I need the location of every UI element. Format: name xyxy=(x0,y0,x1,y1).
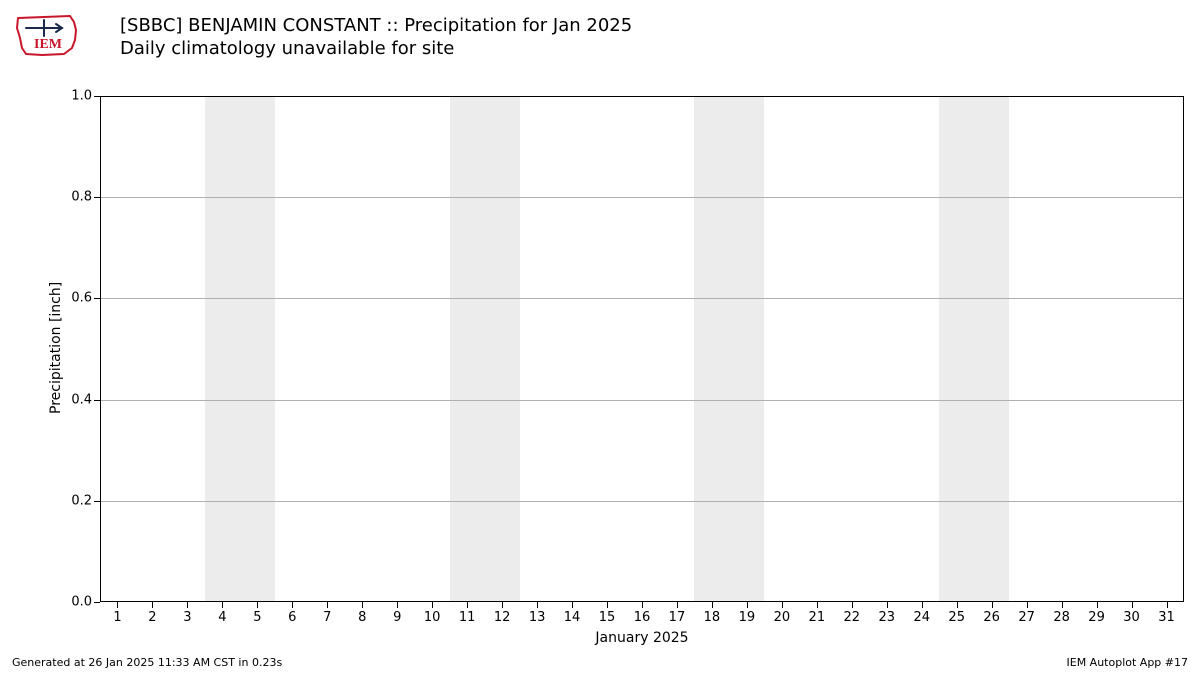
x-tick xyxy=(1062,602,1063,608)
x-axis-label: January 2025 xyxy=(100,630,1184,646)
generated-timestamp: Generated at 26 Jan 2025 11:33 AM CST in… xyxy=(12,656,282,669)
x-tick xyxy=(397,602,398,608)
x-tick-label: 5 xyxy=(253,610,261,625)
x-tick-label: 14 xyxy=(564,610,581,625)
x-tick xyxy=(642,602,643,608)
x-tick xyxy=(677,602,678,608)
x-tick xyxy=(292,602,293,608)
y-tick xyxy=(94,96,100,97)
x-tick xyxy=(1027,602,1028,608)
x-tick-label: 17 xyxy=(669,610,686,625)
x-tick xyxy=(782,602,783,608)
weekend-band xyxy=(450,96,520,602)
x-tick-label: 7 xyxy=(323,610,331,625)
x-tick xyxy=(432,602,433,608)
x-tick-label: 20 xyxy=(774,610,791,625)
gridline xyxy=(100,501,1184,502)
x-tick-label: 1 xyxy=(113,610,121,625)
x-tick-label: 26 xyxy=(983,610,1000,625)
x-tick-label: 15 xyxy=(599,610,616,625)
x-tick xyxy=(152,602,153,608)
chart-title-line1: [SBBC] BENJAMIN CONSTANT :: Precipitatio… xyxy=(120,14,632,37)
x-tick-label: 9 xyxy=(393,610,401,625)
x-tick xyxy=(957,602,958,608)
x-tick-label: 19 xyxy=(739,610,756,625)
x-tick xyxy=(222,602,223,608)
x-tick xyxy=(922,602,923,608)
x-tick-label: 24 xyxy=(913,610,930,625)
y-tick-label: 0.2 xyxy=(64,493,92,508)
y-tick-label: 0.6 xyxy=(64,291,92,306)
y-tick xyxy=(94,602,100,603)
x-tick-label: 12 xyxy=(494,610,511,625)
x-tick-label: 4 xyxy=(218,610,226,625)
y-tick xyxy=(94,400,100,401)
x-tick xyxy=(712,602,713,608)
x-tick-label: 31 xyxy=(1158,610,1175,625)
chart-title-line2: Daily climatology unavailable for site xyxy=(120,37,632,60)
x-tick xyxy=(187,602,188,608)
x-tick-label: 22 xyxy=(844,610,861,625)
y-tick xyxy=(94,197,100,198)
iem-logo: IEM xyxy=(12,10,82,60)
x-tick xyxy=(887,602,888,608)
y-tick xyxy=(94,298,100,299)
x-tick xyxy=(1167,602,1168,608)
gridline xyxy=(100,197,1184,198)
weekend-band xyxy=(205,96,275,602)
weekend-band xyxy=(694,96,764,602)
y-tick-label: 0.0 xyxy=(64,595,92,610)
x-tick-label: 13 xyxy=(529,610,546,625)
x-tick-label: 8 xyxy=(358,610,366,625)
x-tick xyxy=(607,602,608,608)
x-tick xyxy=(1132,602,1133,608)
x-tick-label: 3 xyxy=(183,610,191,625)
x-tick xyxy=(327,602,328,608)
x-tick-label: 28 xyxy=(1053,610,1070,625)
gridline xyxy=(100,400,1184,401)
x-tick xyxy=(537,602,538,608)
x-tick-label: 21 xyxy=(809,610,826,625)
gridline xyxy=(100,298,1184,299)
y-tick xyxy=(94,501,100,502)
x-tick-label: 11 xyxy=(459,610,476,625)
precipitation-chart xyxy=(100,96,1184,602)
weekend-band xyxy=(939,96,1009,602)
x-tick-label: 16 xyxy=(634,610,651,625)
y-axis-label: Precipitation [inch] xyxy=(48,282,64,414)
x-tick-label: 2 xyxy=(148,610,156,625)
x-tick-label: 6 xyxy=(288,610,296,625)
y-tick-label: 0.4 xyxy=(64,392,92,407)
x-tick xyxy=(992,602,993,608)
page: IEM [SBBC] BENJAMIN CONSTANT :: Precipit… xyxy=(0,0,1200,675)
x-tick xyxy=(817,602,818,608)
x-tick xyxy=(502,602,503,608)
x-tick xyxy=(852,602,853,608)
x-tick-label: 23 xyxy=(878,610,895,625)
x-tick-label: 27 xyxy=(1018,610,1035,625)
x-tick xyxy=(257,602,258,608)
x-tick-label: 18 xyxy=(704,610,721,625)
svg-text:IEM: IEM xyxy=(34,37,62,52)
x-tick xyxy=(362,602,363,608)
x-tick xyxy=(117,602,118,608)
y-tick-label: 1.0 xyxy=(64,89,92,104)
x-tick xyxy=(572,602,573,608)
x-tick-label: 25 xyxy=(948,610,965,625)
x-tick-label: 30 xyxy=(1123,610,1140,625)
chart-title-block: [SBBC] BENJAMIN CONSTANT :: Precipitatio… xyxy=(120,14,632,61)
y-tick-label: 0.8 xyxy=(64,190,92,205)
app-credit: IEM Autoplot App #17 xyxy=(1067,656,1189,669)
x-tick xyxy=(747,602,748,608)
x-tick-label: 29 xyxy=(1088,610,1105,625)
x-tick xyxy=(467,602,468,608)
x-tick-label: 10 xyxy=(424,610,441,625)
x-tick xyxy=(1097,602,1098,608)
